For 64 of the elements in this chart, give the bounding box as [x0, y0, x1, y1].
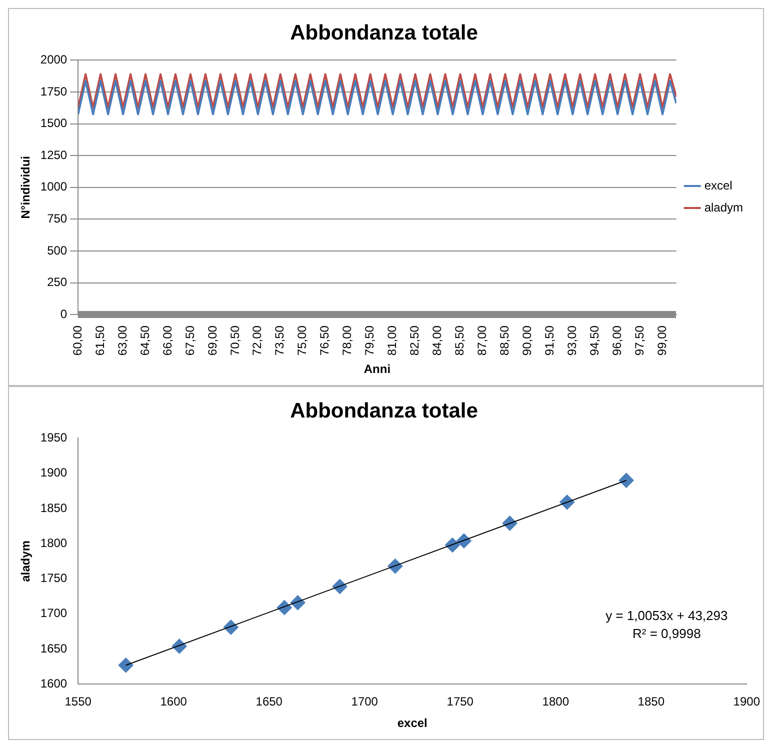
x-tick-label: 75,00 [295, 325, 310, 356]
x-tick-label: 1700 [351, 694, 378, 709]
y-tick-label: 1000 [40, 180, 68, 194]
x-tick-label: 85,50 [452, 325, 467, 356]
x-tick-label: 1900 [733, 694, 760, 709]
chart-title: Abbondanza totale [290, 399, 478, 422]
legend-label: aladym [704, 200, 744, 214]
y-tick-label: 2000 [40, 52, 68, 67]
y-tick-label: 250 [47, 275, 68, 290]
x-tick-label: 1750 [446, 694, 474, 709]
y-tick-label: 1850 [40, 500, 68, 515]
x-tick-label: 96,00 [610, 325, 624, 356]
annotation: y = 1,0053x + 43,293 [606, 608, 728, 623]
y-tick-label: 0 [60, 306, 68, 321]
y-tick-label: 1600 [40, 676, 68, 691]
x-tick-label: 81,00 [385, 325, 400, 356]
y-tick-label: 750 [47, 211, 68, 226]
x-tick-label: 1600 [160, 694, 188, 709]
y-axis-title: aladym [18, 540, 33, 582]
y-tick-label: 1750 [40, 571, 68, 586]
x-tick-label: 97,50 [632, 325, 646, 356]
y-tick-label: 1250 [40, 148, 68, 162]
point [118, 658, 134, 673]
x-tick-label: 99,00 [654, 325, 669, 356]
x-axis-title: excel [397, 716, 428, 730]
x-axis-title: Anni [364, 362, 391, 376]
annotation: R² = 0,9998 [632, 626, 701, 641]
x-tick-label: 91,50 [542, 325, 556, 356]
x-tick-label: 69,00 [205, 325, 220, 356]
x-tick-label: 76,50 [318, 325, 332, 356]
y-tick-label: 1750 [40, 84, 68, 98]
y-tick-label: 1500 [40, 116, 68, 130]
x-tick-label: 1800 [542, 694, 570, 709]
x-tick-label: 70,50 [228, 325, 242, 356]
x-tick-label: 88,50 [497, 325, 512, 356]
x-tick-label: 73,50 [272, 325, 287, 356]
x-tick-label: 63,00 [115, 325, 130, 356]
x-tick-label: 1850 [638, 694, 665, 709]
x-tick-label: 84,00 [430, 325, 444, 356]
x-tick-label: 78,00 [340, 325, 354, 356]
y-axis-title: N°individui [18, 156, 33, 219]
x-tick-label: 82,50 [408, 325, 422, 356]
x-tick-label: 1650 [256, 694, 283, 709]
legend-label: excel [704, 178, 732, 192]
x-tick-label: 79,50 [362, 325, 377, 356]
x-tick-label: 61,50 [92, 325, 107, 356]
x-tick-label: 87,00 [475, 325, 490, 356]
x-tick-label: 67,50 [182, 325, 197, 356]
x-tick-label: 66,00 [160, 325, 174, 356]
x-tick-label: 90,00 [520, 325, 534, 356]
y-tick-label: 1650 [40, 641, 68, 656]
x-tick-label: 94,50 [587, 325, 602, 356]
x-tick-label: 93,00 [564, 325, 579, 356]
y-tick-label: 500 [47, 243, 68, 258]
point [618, 472, 634, 488]
x-tick-label: 64,50 [138, 325, 152, 356]
x-tick-label: 1550 [64, 694, 92, 709]
y-tick-label: 1950 [40, 430, 68, 445]
x-tick-label: 60,00 [70, 325, 84, 356]
y-tick-label: 1900 [40, 466, 68, 480]
x-tick-label: 72,00 [250, 325, 264, 356]
y-tick-label: 1700 [40, 606, 68, 620]
y-tick-label: 1800 [40, 536, 68, 550]
chart-title: Abbondanza totale [290, 21, 478, 44]
